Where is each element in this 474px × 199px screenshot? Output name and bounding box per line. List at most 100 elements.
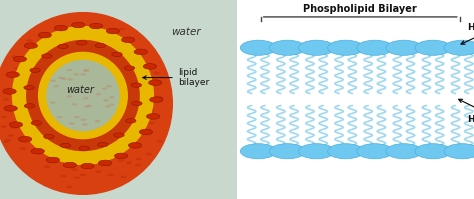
Ellipse shape bbox=[72, 127, 78, 129]
Circle shape bbox=[82, 69, 88, 72]
Circle shape bbox=[69, 122, 74, 125]
Ellipse shape bbox=[87, 84, 93, 87]
Ellipse shape bbox=[105, 161, 111, 164]
Ellipse shape bbox=[38, 52, 128, 139]
Ellipse shape bbox=[36, 94, 43, 97]
Circle shape bbox=[67, 95, 73, 98]
Circle shape bbox=[112, 52, 122, 57]
Ellipse shape bbox=[44, 102, 50, 104]
Bar bbox=[237, 0, 474, 199]
Circle shape bbox=[67, 69, 73, 71]
Ellipse shape bbox=[58, 46, 64, 48]
Ellipse shape bbox=[124, 41, 130, 44]
Ellipse shape bbox=[83, 60, 90, 63]
Ellipse shape bbox=[105, 124, 111, 126]
Ellipse shape bbox=[71, 65, 77, 68]
Ellipse shape bbox=[95, 170, 101, 173]
Circle shape bbox=[134, 49, 147, 55]
Circle shape bbox=[50, 101, 56, 104]
Circle shape bbox=[61, 78, 67, 80]
Ellipse shape bbox=[11, 55, 18, 58]
Circle shape bbox=[386, 144, 422, 159]
Circle shape bbox=[58, 77, 64, 79]
Circle shape bbox=[240, 144, 276, 159]
Ellipse shape bbox=[20, 147, 26, 150]
Ellipse shape bbox=[146, 153, 152, 155]
Ellipse shape bbox=[109, 51, 115, 54]
Circle shape bbox=[128, 143, 142, 148]
Circle shape bbox=[76, 41, 87, 45]
Circle shape bbox=[103, 99, 109, 102]
Ellipse shape bbox=[70, 65, 76, 67]
Circle shape bbox=[95, 43, 106, 48]
Circle shape bbox=[24, 104, 35, 108]
Ellipse shape bbox=[60, 151, 66, 154]
Circle shape bbox=[101, 87, 107, 90]
Ellipse shape bbox=[136, 107, 142, 109]
Circle shape bbox=[81, 163, 94, 169]
Circle shape bbox=[109, 103, 114, 106]
Ellipse shape bbox=[107, 108, 113, 110]
Ellipse shape bbox=[118, 159, 124, 162]
Circle shape bbox=[3, 89, 16, 94]
Circle shape bbox=[38, 32, 52, 38]
Ellipse shape bbox=[122, 154, 128, 157]
Circle shape bbox=[57, 116, 63, 118]
Circle shape bbox=[415, 40, 451, 55]
Ellipse shape bbox=[142, 73, 148, 76]
Ellipse shape bbox=[44, 166, 50, 168]
Circle shape bbox=[81, 119, 86, 121]
Ellipse shape bbox=[21, 130, 27, 133]
Circle shape bbox=[146, 114, 160, 119]
Ellipse shape bbox=[67, 114, 73, 117]
Ellipse shape bbox=[149, 109, 155, 112]
Ellipse shape bbox=[17, 124, 23, 127]
Ellipse shape bbox=[144, 108, 150, 111]
Ellipse shape bbox=[108, 67, 114, 69]
Ellipse shape bbox=[28, 99, 35, 101]
Ellipse shape bbox=[126, 161, 132, 164]
Ellipse shape bbox=[109, 49, 116, 52]
Circle shape bbox=[148, 80, 162, 85]
Ellipse shape bbox=[73, 56, 80, 58]
Circle shape bbox=[240, 40, 276, 55]
Circle shape bbox=[415, 144, 451, 159]
Ellipse shape bbox=[8, 134, 14, 137]
Ellipse shape bbox=[156, 140, 163, 142]
Ellipse shape bbox=[96, 27, 102, 29]
Circle shape bbox=[109, 96, 115, 99]
Bar bbox=[0, 0, 237, 199]
Circle shape bbox=[132, 101, 142, 106]
Text: water: water bbox=[171, 27, 200, 37]
Ellipse shape bbox=[68, 87, 74, 89]
Circle shape bbox=[30, 68, 40, 72]
Text: Hydrophilic: Hydrophilic bbox=[461, 23, 474, 44]
Circle shape bbox=[299, 144, 335, 159]
Circle shape bbox=[46, 157, 60, 163]
Circle shape bbox=[72, 22, 85, 28]
Circle shape bbox=[81, 73, 86, 75]
Text: Hydrophobic: Hydrophobic bbox=[459, 99, 474, 124]
Ellipse shape bbox=[21, 128, 27, 131]
Ellipse shape bbox=[30, 127, 36, 129]
Ellipse shape bbox=[14, 67, 20, 70]
Ellipse shape bbox=[0, 125, 7, 128]
Ellipse shape bbox=[26, 116, 32, 119]
Ellipse shape bbox=[37, 110, 43, 113]
Ellipse shape bbox=[12, 26, 154, 165]
Circle shape bbox=[328, 144, 364, 159]
Ellipse shape bbox=[119, 28, 126, 30]
Ellipse shape bbox=[107, 51, 113, 53]
Circle shape bbox=[94, 120, 100, 122]
Circle shape bbox=[105, 105, 111, 108]
Ellipse shape bbox=[44, 106, 50, 109]
Ellipse shape bbox=[108, 174, 114, 177]
Circle shape bbox=[114, 133, 124, 137]
Ellipse shape bbox=[95, 146, 101, 149]
Circle shape bbox=[444, 40, 474, 55]
Ellipse shape bbox=[71, 168, 77, 171]
Ellipse shape bbox=[101, 145, 107, 148]
Circle shape bbox=[24, 43, 37, 48]
Circle shape bbox=[106, 85, 111, 88]
Ellipse shape bbox=[130, 114, 137, 117]
